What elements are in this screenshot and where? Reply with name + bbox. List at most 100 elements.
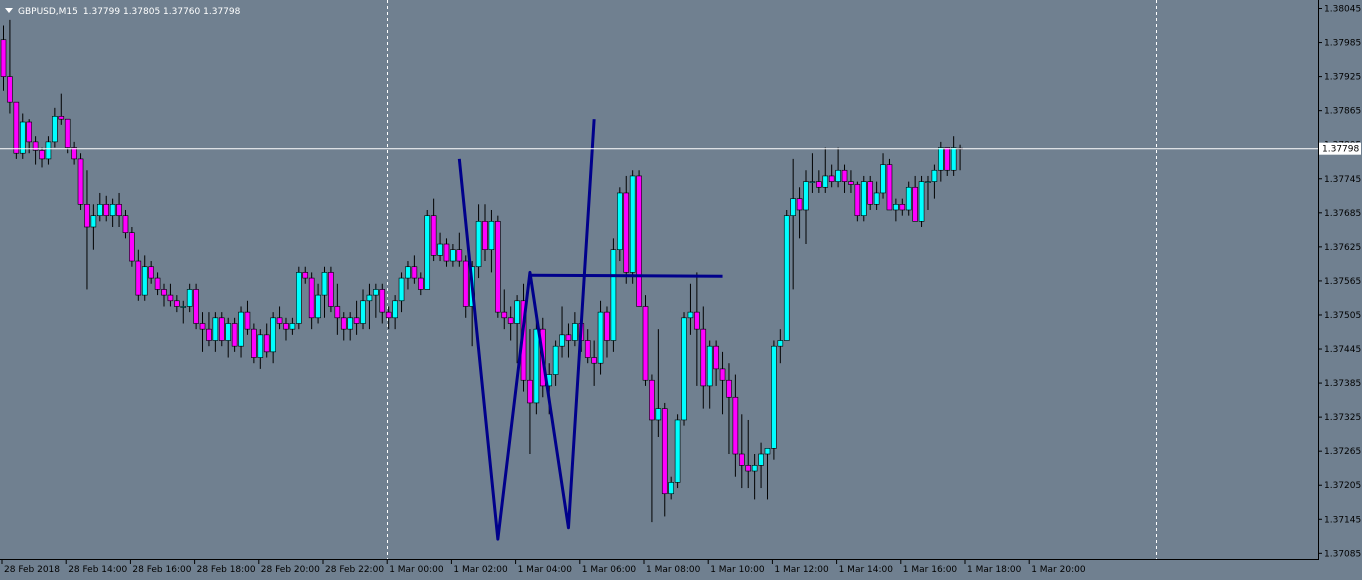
candle-body xyxy=(13,101,20,154)
candle xyxy=(218,312,225,347)
candle-body xyxy=(462,260,469,307)
candle xyxy=(270,312,276,364)
candle xyxy=(97,192,103,222)
candle-body xyxy=(366,294,373,302)
candle-body xyxy=(533,328,540,404)
candle-body xyxy=(154,277,161,290)
time-tick-label: 1 Mar 20:00 xyxy=(1031,565,1086,575)
candle xyxy=(13,101,20,159)
candle-body xyxy=(674,419,681,483)
candle-body xyxy=(629,175,636,273)
candle xyxy=(501,289,508,330)
candle xyxy=(732,374,739,477)
candle-body xyxy=(206,328,212,341)
candle xyxy=(790,158,796,290)
candle xyxy=(19,113,26,159)
candle xyxy=(328,266,334,313)
candle-body xyxy=(796,198,803,211)
candle xyxy=(687,283,694,335)
price-tick-label: 1.37865 xyxy=(1324,107,1361,117)
candle-body xyxy=(302,272,309,279)
candle-body xyxy=(623,192,630,273)
candle-body xyxy=(263,334,270,353)
candle xyxy=(180,300,187,324)
candle-body xyxy=(411,266,418,279)
candle xyxy=(64,118,71,154)
candle-body xyxy=(328,272,334,307)
candle-body xyxy=(828,175,835,182)
candle xyxy=(7,19,13,114)
candle xyxy=(103,195,110,222)
candle xyxy=(507,306,514,341)
candle-body xyxy=(334,306,341,319)
candle-body xyxy=(745,465,752,472)
candle-body xyxy=(109,204,116,216)
candle-body xyxy=(180,306,187,308)
candle-body xyxy=(835,169,841,182)
current-price-box xyxy=(1319,142,1361,155)
candle xyxy=(610,238,617,352)
candle-body xyxy=(77,158,84,205)
pattern-overlay xyxy=(457,119,723,541)
candle xyxy=(405,261,411,290)
candle xyxy=(462,255,469,318)
candle xyxy=(315,283,321,324)
candle-body xyxy=(225,323,231,341)
candle-body xyxy=(450,249,456,262)
candle xyxy=(726,363,732,455)
candle-body xyxy=(129,232,135,262)
candle xyxy=(257,329,264,369)
candle-body xyxy=(514,300,520,324)
candle-body xyxy=(218,317,225,341)
candle xyxy=(886,158,893,211)
candle xyxy=(392,295,398,330)
candle-body xyxy=(212,317,219,341)
candle xyxy=(944,147,951,176)
candle xyxy=(225,317,231,358)
candle-body xyxy=(918,181,925,222)
candle-body xyxy=(732,396,739,455)
candle xyxy=(135,249,142,301)
price-tick-label: 1.37685 xyxy=(1324,209,1361,219)
time-tick-label: 1 Mar 14:00 xyxy=(839,565,894,575)
candle-body xyxy=(848,181,854,185)
candle-body xyxy=(7,76,13,103)
candle xyxy=(161,283,167,307)
candle-body xyxy=(591,357,597,364)
candle-body xyxy=(360,300,366,324)
candle-body xyxy=(886,164,893,211)
candle-body xyxy=(604,311,610,341)
candle xyxy=(527,329,533,455)
symbol-menu-triangle-icon[interactable] xyxy=(5,8,13,13)
candle-body xyxy=(443,243,450,262)
candle-body xyxy=(321,272,328,296)
candle-body xyxy=(700,328,707,387)
candle xyxy=(321,266,328,318)
candle-body xyxy=(597,311,604,364)
candle xyxy=(488,209,495,273)
price-tick-label: 1.37325 xyxy=(1324,413,1361,423)
candle xyxy=(552,340,559,386)
candle-body xyxy=(764,448,771,455)
candle xyxy=(713,340,719,386)
candle-body xyxy=(186,289,193,307)
candle-body xyxy=(880,164,886,194)
candle-body xyxy=(276,317,283,324)
pattern-level-line xyxy=(529,273,723,278)
candle-body xyxy=(385,311,392,319)
candle-body xyxy=(122,215,129,233)
price-tick-label: 1.37145 xyxy=(1324,515,1361,525)
candle-body xyxy=(572,323,578,341)
candle xyxy=(873,181,880,210)
candle xyxy=(443,238,450,267)
candle-body xyxy=(199,323,206,330)
candle xyxy=(193,283,199,330)
candle xyxy=(289,317,296,335)
candle xyxy=(905,181,912,216)
candle-body xyxy=(777,340,784,347)
candle xyxy=(783,209,790,341)
time-tick-label: 28 Feb 20:00 xyxy=(261,565,320,575)
candle-body xyxy=(231,323,238,347)
